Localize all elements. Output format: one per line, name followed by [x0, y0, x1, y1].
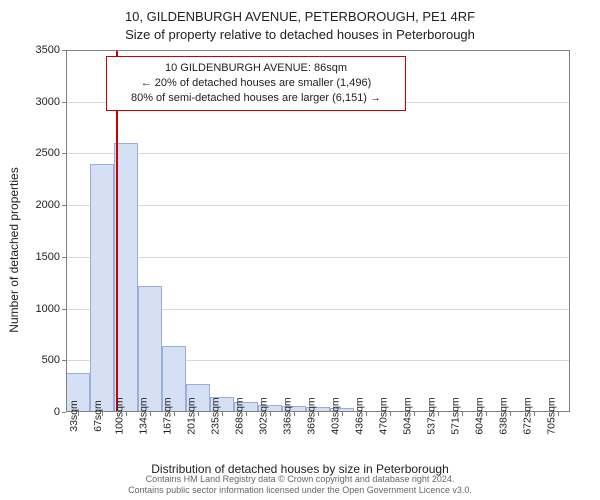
info-box-line-3: 80% of semi-detached houses are larger (… — [115, 91, 397, 106]
info-box-line-1: 10 GILDENBURGH AVENUE: 86sqm — [115, 61, 397, 76]
y-axis-label: Number of detached properties — [7, 167, 21, 332]
chart-figure: 10, GILDENBURGH AVENUE, PETERBOROUGH, PE… — [0, 0, 600, 500]
y-tick-label: 3500 — [36, 44, 60, 56]
y-tick-label: 3000 — [36, 96, 60, 108]
y-tick-label: 500 — [42, 354, 60, 366]
title-line-2: Size of property relative to detached ho… — [0, 26, 600, 44]
footer-line-2: Contains public sector information licen… — [0, 485, 600, 496]
footer-line-1: Contains HM Land Registry data © Crown c… — [0, 474, 600, 485]
footer-attribution: Contains HM Land Registry data © Crown c… — [0, 474, 600, 497]
y-tick-label: 1500 — [36, 251, 60, 263]
y-tick-label: 0 — [54, 406, 60, 418]
info-box-line-2: ← 20% of detached houses are smaller (1,… — [115, 76, 397, 91]
x-tick-label: 705sqm — [539, 412, 576, 424]
chart-title: 10, GILDENBURGH AVENUE, PETERBOROUGH, PE… — [0, 8, 600, 43]
y-axis-label-wrap: Number of detached properties — [0, 0, 24, 500]
y-tick-label: 1000 — [36, 303, 60, 315]
y-tick-label: 2000 — [36, 199, 60, 211]
title-line-1: 10, GILDENBURGH AVENUE, PETERBOROUGH, PE… — [0, 8, 600, 26]
plot-area: 050010001500200025003000350033sqm67sqm10… — [66, 50, 570, 412]
y-tick-label: 2500 — [36, 147, 60, 159]
property-info-box: 10 GILDENBURGH AVENUE: 86sqm← 20% of det… — [106, 56, 406, 111]
